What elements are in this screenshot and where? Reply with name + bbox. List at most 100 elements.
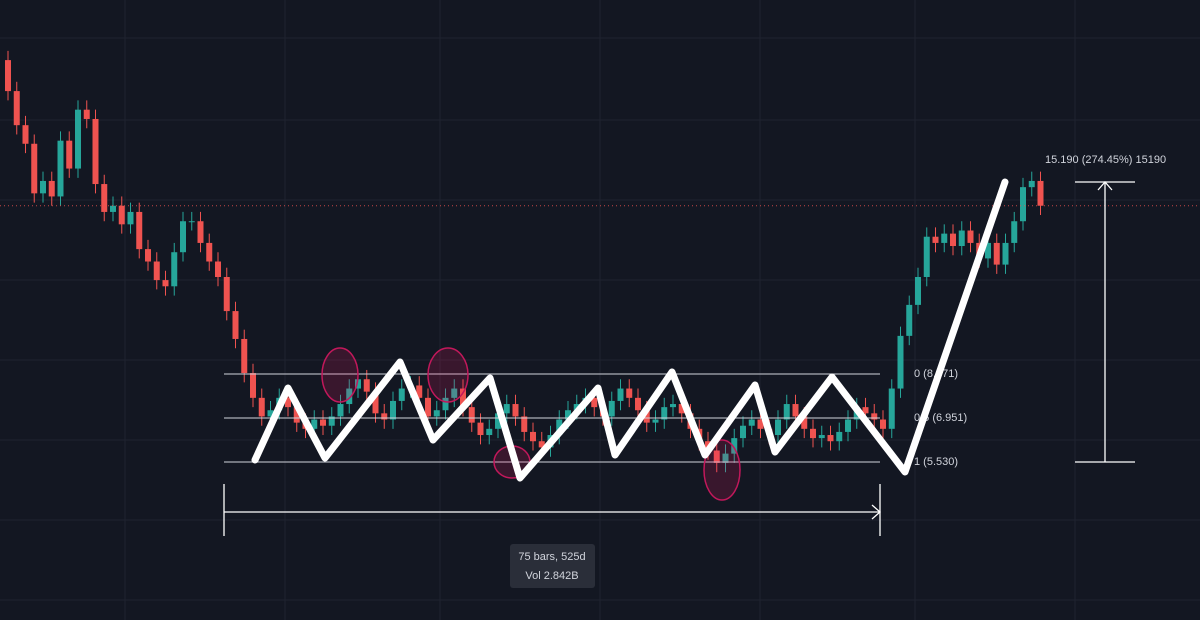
candle-body bbox=[967, 230, 974, 243]
highlight-ellipse bbox=[321, 347, 359, 403]
candle-body bbox=[643, 410, 650, 423]
candle-body bbox=[232, 311, 239, 339]
candle-body bbox=[923, 236, 930, 278]
candle-body bbox=[932, 236, 939, 243]
fib-retracement: 0 (8.371)0.5 (6.951)1 (5.530) bbox=[224, 368, 967, 468]
candle-body bbox=[941, 233, 948, 243]
candle-body bbox=[556, 419, 563, 436]
price-range-tool bbox=[1075, 181, 1135, 463]
candle-body bbox=[416, 385, 423, 398]
candle-body bbox=[871, 413, 878, 420]
candle-body bbox=[757, 419, 764, 429]
fib-level-label: 1 (5.530) bbox=[914, 456, 958, 468]
candle-body bbox=[993, 242, 1000, 265]
candle-body bbox=[661, 407, 668, 420]
candle-body bbox=[363, 379, 370, 392]
date-range-tool bbox=[223, 484, 881, 536]
candle-body bbox=[145, 249, 151, 262]
candle-body bbox=[22, 125, 29, 144]
candle-body bbox=[783, 404, 790, 420]
range-volume-label: Vol 2.842B bbox=[525, 570, 578, 582]
candle-body bbox=[722, 453, 729, 463]
candle-body bbox=[110, 205, 116, 212]
candle-body bbox=[92, 118, 99, 185]
price-range-label: 15.190 (274.45%) 15190 bbox=[1045, 154, 1166, 166]
highlight-ellipse bbox=[427, 347, 469, 403]
candle-body bbox=[731, 438, 738, 454]
candle-body bbox=[5, 60, 11, 92]
candle-body bbox=[495, 413, 501, 429]
candle-body bbox=[188, 221, 195, 223]
candle-body bbox=[118, 205, 125, 225]
candle-body bbox=[888, 388, 895, 429]
candle-body bbox=[1011, 221, 1018, 243]
candle-body bbox=[670, 404, 676, 408]
candle-body bbox=[40, 180, 46, 194]
candle-body bbox=[1020, 187, 1026, 222]
candle-body bbox=[512, 404, 519, 417]
candle-body bbox=[915, 277, 921, 305]
candle-body bbox=[398, 388, 405, 401]
range-bars-label: 75 bars, 525d bbox=[518, 551, 585, 563]
candle-body bbox=[740, 425, 746, 439]
candle-body bbox=[713, 450, 720, 463]
range-arrowhead bbox=[871, 504, 881, 520]
candle-body bbox=[180, 221, 186, 253]
candle-body bbox=[241, 338, 248, 374]
candle-body bbox=[372, 391, 379, 414]
price-range-arrowhead bbox=[1097, 181, 1113, 191]
candle-body bbox=[897, 335, 904, 389]
candle-body bbox=[591, 397, 598, 408]
candle-body bbox=[845, 419, 851, 432]
candle-body bbox=[565, 410, 571, 420]
candle-body bbox=[626, 388, 633, 398]
candle-body bbox=[206, 242, 213, 262]
candle-body bbox=[652, 419, 659, 423]
candle-body bbox=[293, 407, 300, 423]
candle-body bbox=[442, 397, 449, 411]
candle-body bbox=[48, 180, 55, 197]
candle-body bbox=[258, 397, 265, 417]
range-info-box bbox=[510, 544, 595, 588]
candle-body bbox=[486, 428, 493, 436]
highlights bbox=[321, 347, 741, 501]
candle-body bbox=[136, 211, 143, 250]
candle-body bbox=[66, 140, 73, 169]
candle-body bbox=[792, 404, 799, 417]
candle-body bbox=[355, 379, 361, 389]
candle-body bbox=[215, 261, 221, 278]
candle-body bbox=[153, 261, 160, 281]
candle-body bbox=[1028, 180, 1035, 188]
candle-body bbox=[433, 410, 440, 417]
candle-body bbox=[171, 252, 178, 287]
candle-body bbox=[862, 407, 869, 414]
candle-body bbox=[608, 400, 615, 417]
candle-body bbox=[328, 416, 335, 426]
candle-body bbox=[530, 431, 536, 442]
candle-body bbox=[223, 277, 230, 312]
candle-body bbox=[311, 419, 318, 429]
candle-body bbox=[425, 397, 431, 417]
candle-body bbox=[538, 441, 545, 448]
candle-body bbox=[503, 404, 510, 414]
candle-body bbox=[950, 233, 956, 247]
candle-body bbox=[521, 416, 528, 432]
candle-body bbox=[162, 280, 169, 287]
candle-body bbox=[1002, 242, 1009, 265]
candle-body bbox=[460, 388, 466, 408]
candle-body bbox=[127, 211, 134, 225]
candle-body bbox=[818, 435, 825, 439]
candle-body bbox=[827, 435, 834, 442]
candle-body bbox=[13, 91, 20, 126]
candle-body bbox=[381, 413, 388, 420]
candle-body bbox=[1037, 180, 1044, 206]
candle-body bbox=[197, 221, 204, 243]
candle-body bbox=[390, 400, 396, 420]
candle-body bbox=[337, 404, 344, 417]
candle-body bbox=[346, 388, 353, 405]
hand-drawn-zigzag bbox=[251, 178, 1009, 482]
candle-body bbox=[101, 184, 108, 212]
candle-body bbox=[617, 388, 624, 401]
